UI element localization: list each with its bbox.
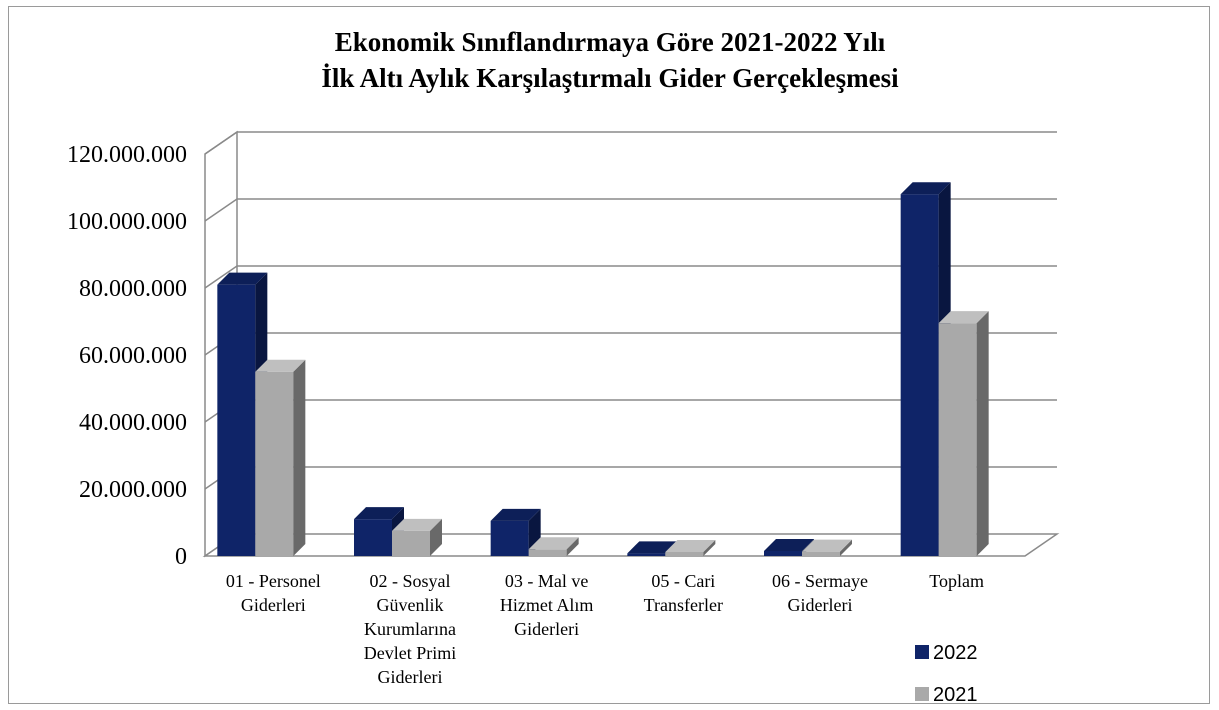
bar-2021 — [938, 311, 989, 556]
category-label: Toplam — [929, 571, 984, 591]
bar-2021 — [392, 518, 442, 556]
legend-label: 2021 — [933, 684, 978, 705]
category-label: Devlet Primi — [364, 643, 457, 663]
chart-frame: Ekonomik Sınıflandırmaya Göre 2021-2022 … — [8, 6, 1210, 705]
y-tick-label: 20.000.000 — [79, 477, 187, 503]
gridline — [204, 265, 1057, 289]
gridline — [204, 198, 1057, 222]
bar-2021 — [255, 359, 306, 556]
category-label: Giderleri — [788, 595, 853, 615]
category-label: Giderleri — [378, 667, 443, 687]
bar-2021 — [528, 537, 579, 556]
y-tick-label: 60.000.000 — [79, 343, 187, 369]
gridline — [204, 131, 1057, 155]
category-label: 06 - Sermaye — [772, 571, 868, 591]
bar-2021 — [665, 539, 716, 556]
bar-2021 — [802, 539, 852, 556]
bar-chart: Ekonomik Sınıflandırmaya Göre 2021-2022 … — [67, 27, 1060, 705]
legend-item-2022: 2022 — [915, 642, 978, 664]
chart-title-line: Ekonomik Sınıflandırmaya Göre 2021-2022 … — [335, 27, 886, 57]
y-tick-label: 120.000.000 — [67, 142, 187, 168]
y-tick-label: 0 — [175, 544, 187, 570]
legend-label: 2022 — [933, 642, 978, 664]
legend-swatch — [915, 645, 929, 659]
category-label: 05 - Cari — [651, 571, 715, 591]
legend-swatch — [915, 687, 929, 701]
category-label: Güvenlik — [377, 595, 444, 615]
category-label: Kurumlarına — [364, 619, 456, 639]
chart-title-line: İlk Altı Aylık Karşılaştırmalı Gider Ger… — [321, 63, 899, 93]
y-tick-label: 40.000.000 — [79, 410, 187, 436]
y-tick-label: 80.000.000 — [79, 276, 187, 302]
category-label: Transferler — [644, 595, 723, 615]
category-label: Giderleri — [241, 595, 306, 615]
category-label: 02 - Sosyal — [370, 571, 451, 591]
category-label: 01 - Personel — [226, 571, 321, 591]
category-label: Hizmet Alım — [500, 595, 594, 615]
legend-item-2021: 2021 — [915, 684, 978, 705]
category-label: Giderleri — [514, 619, 579, 639]
category-label: 03 - Mal ve — [505, 571, 588, 591]
y-tick-label: 100.000.000 — [67, 209, 187, 235]
